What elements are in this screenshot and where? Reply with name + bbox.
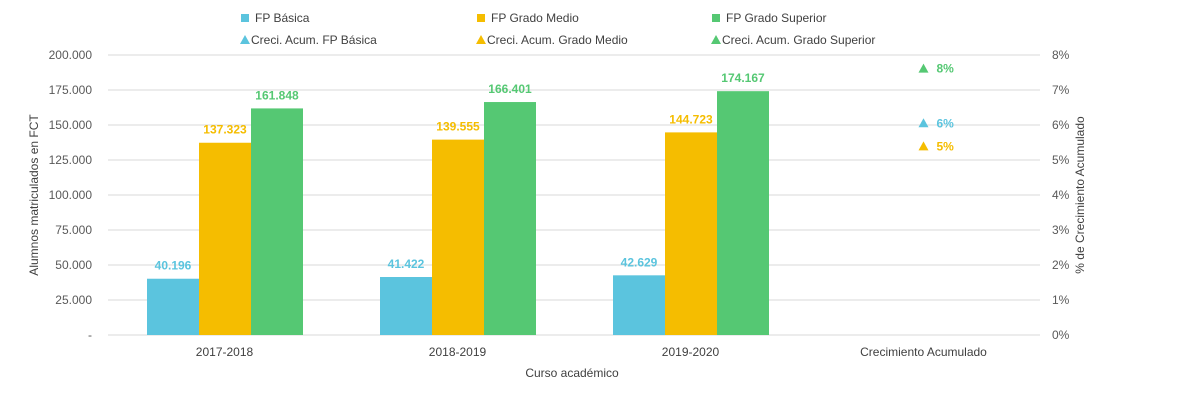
x-tick-label: 2019-2020 (662, 345, 720, 359)
x-axis-title: Curso académico (525, 366, 619, 380)
bar (251, 108, 303, 335)
y2-tick-label: 2% (1052, 258, 1070, 272)
y-tick-label: 100.000 (49, 188, 93, 202)
data-label: 42.629 (621, 255, 658, 269)
y2-tick-label: 0% (1052, 328, 1070, 342)
y-axis-title: Alumnos matriculados en FCT (27, 114, 41, 276)
y2-tick-label: 7% (1052, 83, 1070, 97)
bar (484, 102, 536, 335)
y-tick-label: 75.000 (55, 223, 92, 237)
x-tick-label: 2018-2019 (429, 345, 487, 359)
data-label: 166.401 (488, 82, 532, 96)
data-label: 40.196 (155, 259, 192, 273)
bar (717, 91, 769, 335)
bar (147, 278, 199, 335)
x-tick-label: 2017-2018 (196, 345, 254, 359)
bar (665, 132, 717, 335)
legend-marker (476, 35, 486, 44)
y2-tick-label: 8% (1052, 48, 1070, 62)
legend-swatch (712, 14, 720, 22)
y2-tick-label: 6% (1052, 118, 1070, 132)
y2-tick-label: 4% (1052, 188, 1070, 202)
data-label: 41.422 (388, 257, 425, 271)
growth-marker (918, 141, 929, 151)
bar (432, 139, 484, 335)
y-tick-label: 175.000 (49, 83, 93, 97)
bar (380, 277, 432, 335)
y-tick-label: 150.000 (49, 118, 93, 132)
growth-label: 6% (937, 116, 955, 130)
y-tick-label: 200.000 (49, 48, 93, 62)
data-label: 144.723 (669, 112, 713, 126)
y2-tick-label: 5% (1052, 153, 1070, 167)
legend-label: Creci. Acum. Grado Medio (487, 33, 628, 47)
x-tick-label: Crecimiento Acumulado (860, 345, 987, 359)
data-label: 174.167 (721, 71, 765, 85)
data-label: 137.323 (203, 123, 247, 137)
legend-label: Creci. Acum. Grado Superior (722, 33, 875, 47)
legend-marker (711, 35, 721, 44)
y-tick-label: 25.000 (55, 293, 92, 307)
y2-tick-label: 1% (1052, 293, 1070, 307)
growth-marker (918, 118, 929, 128)
legend-label: FP Básica (255, 11, 310, 25)
growth-label: 5% (937, 139, 955, 153)
y-tick-label: - (88, 328, 92, 342)
y-tick-label: 50.000 (55, 258, 92, 272)
legend-swatch (241, 14, 249, 22)
legend-label: FP Grado Superior (726, 11, 827, 25)
legend-label: Creci. Acum. FP Básica (251, 33, 377, 47)
y2-tick-label: 3% (1052, 223, 1070, 237)
growth-marker (918, 63, 929, 73)
legend-marker (240, 35, 250, 44)
legend-label: FP Grado Medio (491, 11, 579, 25)
bar (613, 275, 665, 335)
growth-label: 8% (937, 62, 955, 76)
data-label: 139.555 (436, 120, 480, 134)
y2-axis-title: % de Crecimiento Acumulado (1073, 116, 1087, 274)
y-tick-label: 125.000 (49, 153, 93, 167)
bar (199, 142, 251, 335)
legend-swatch (477, 14, 485, 22)
data-label: 161.848 (255, 88, 299, 102)
